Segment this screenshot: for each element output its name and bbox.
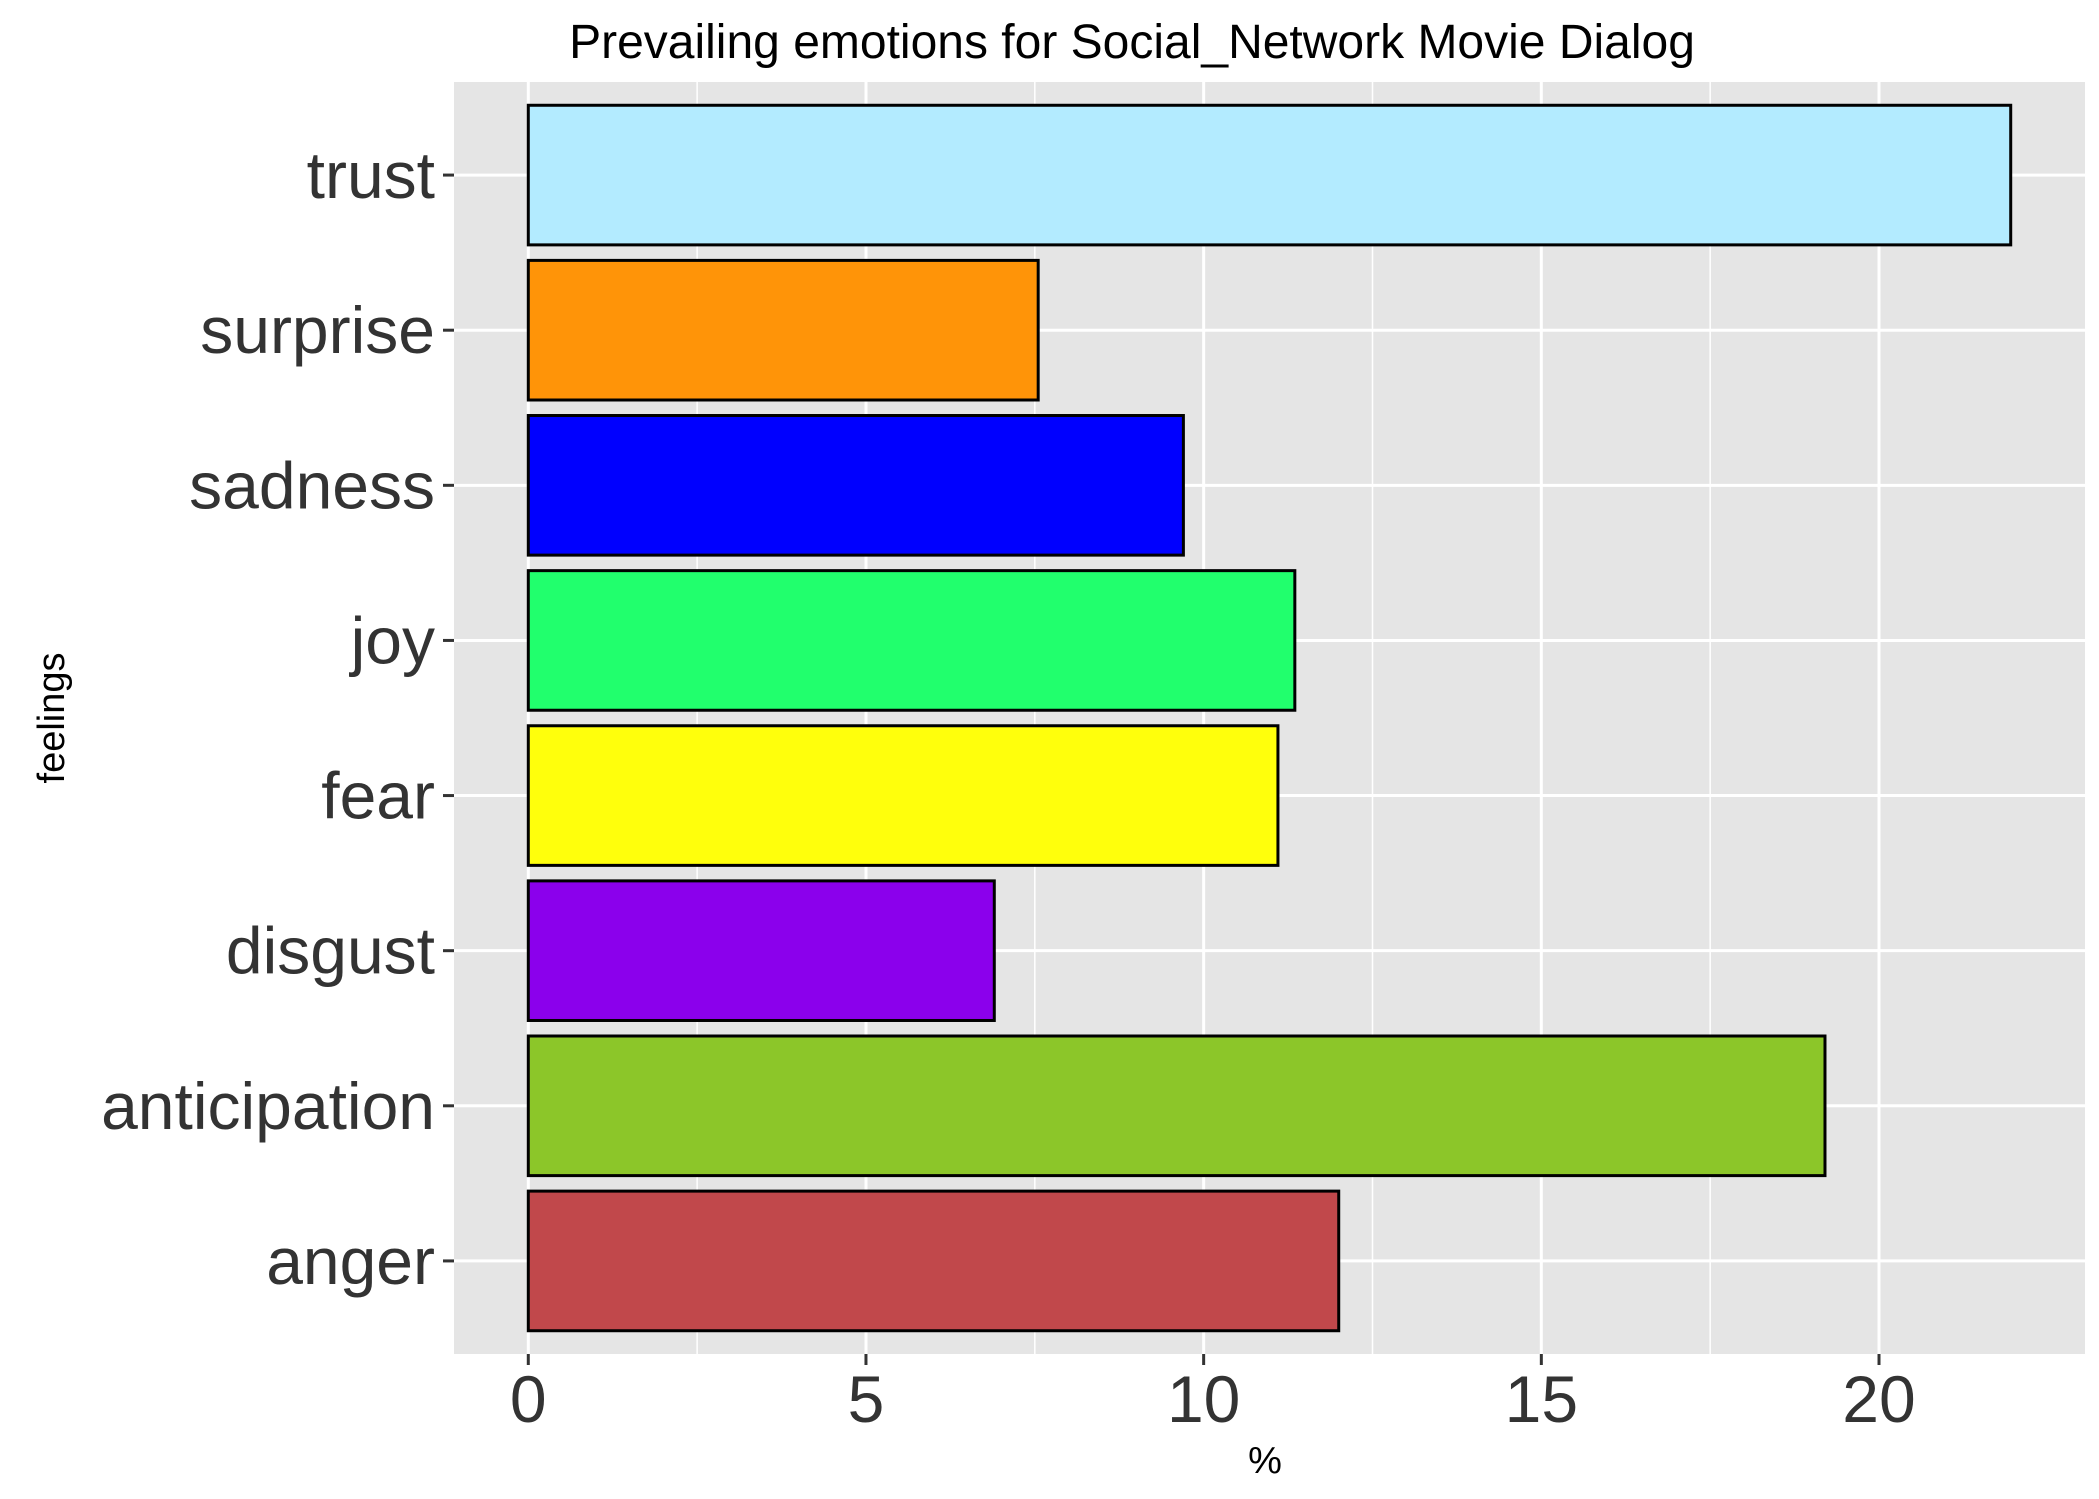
- chart-title: Prevailing emotions for Social_Network M…: [569, 16, 1695, 69]
- bar-surprise: [526, 258, 1040, 402]
- bar-sadness: [526, 414, 1185, 557]
- bar-anger: [526, 1189, 1341, 1333]
- x-tick-label: 5: [848, 1362, 885, 1436]
- y-axis-title: feelings: [31, 653, 73, 784]
- bar-trust: [526, 103, 2013, 247]
- x-tick-label: 0: [510, 1362, 547, 1436]
- y-tick-label-surprise: surprise: [200, 293, 435, 367]
- bars: [526, 103, 2013, 1333]
- x-tick-label: 10: [1167, 1362, 1240, 1436]
- bar-joy: [526, 569, 1297, 712]
- y-tick-label-sadness: sadness: [189, 448, 435, 522]
- y-tick-label-disgust: disgust: [226, 914, 435, 988]
- x-axis: 0 5 10 15 20: [510, 1354, 1916, 1436]
- x-axis-title: %: [1248, 1440, 1282, 1482]
- y-tick-label-anticipation: anticipation: [101, 1069, 435, 1143]
- y-tick-label-anger: anger: [266, 1224, 435, 1298]
- y-axis: anger anticipation disgust fear joy sadness su…: [101, 138, 454, 1298]
- bar-anticipation: [526, 1034, 1827, 1178]
- bar-disgust: [526, 879, 996, 1022]
- bar-fear: [526, 724, 1280, 867]
- x-tick-label: 15: [1505, 1362, 1578, 1436]
- y-tick-label-joy: joy: [349, 603, 435, 677]
- y-tick-label-trust: trust: [307, 138, 435, 212]
- y-tick-label-fear: fear: [321, 759, 435, 833]
- x-tick-label: 20: [1842, 1362, 1915, 1436]
